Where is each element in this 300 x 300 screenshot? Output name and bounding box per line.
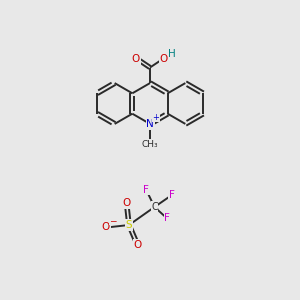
Text: S: S xyxy=(126,220,132,230)
Text: O: O xyxy=(133,239,142,250)
Text: O: O xyxy=(122,198,131,208)
Text: N: N xyxy=(146,119,154,129)
Text: +: + xyxy=(153,113,159,122)
Text: O: O xyxy=(132,54,140,64)
Text: F: F xyxy=(169,190,175,200)
Text: O: O xyxy=(160,54,168,64)
Text: C: C xyxy=(151,202,158,212)
Text: −: − xyxy=(109,216,117,225)
Text: O: O xyxy=(102,222,110,233)
Text: H: H xyxy=(168,49,176,59)
Text: F: F xyxy=(164,213,170,224)
Text: CH₃: CH₃ xyxy=(142,140,158,148)
Text: F: F xyxy=(143,184,149,195)
